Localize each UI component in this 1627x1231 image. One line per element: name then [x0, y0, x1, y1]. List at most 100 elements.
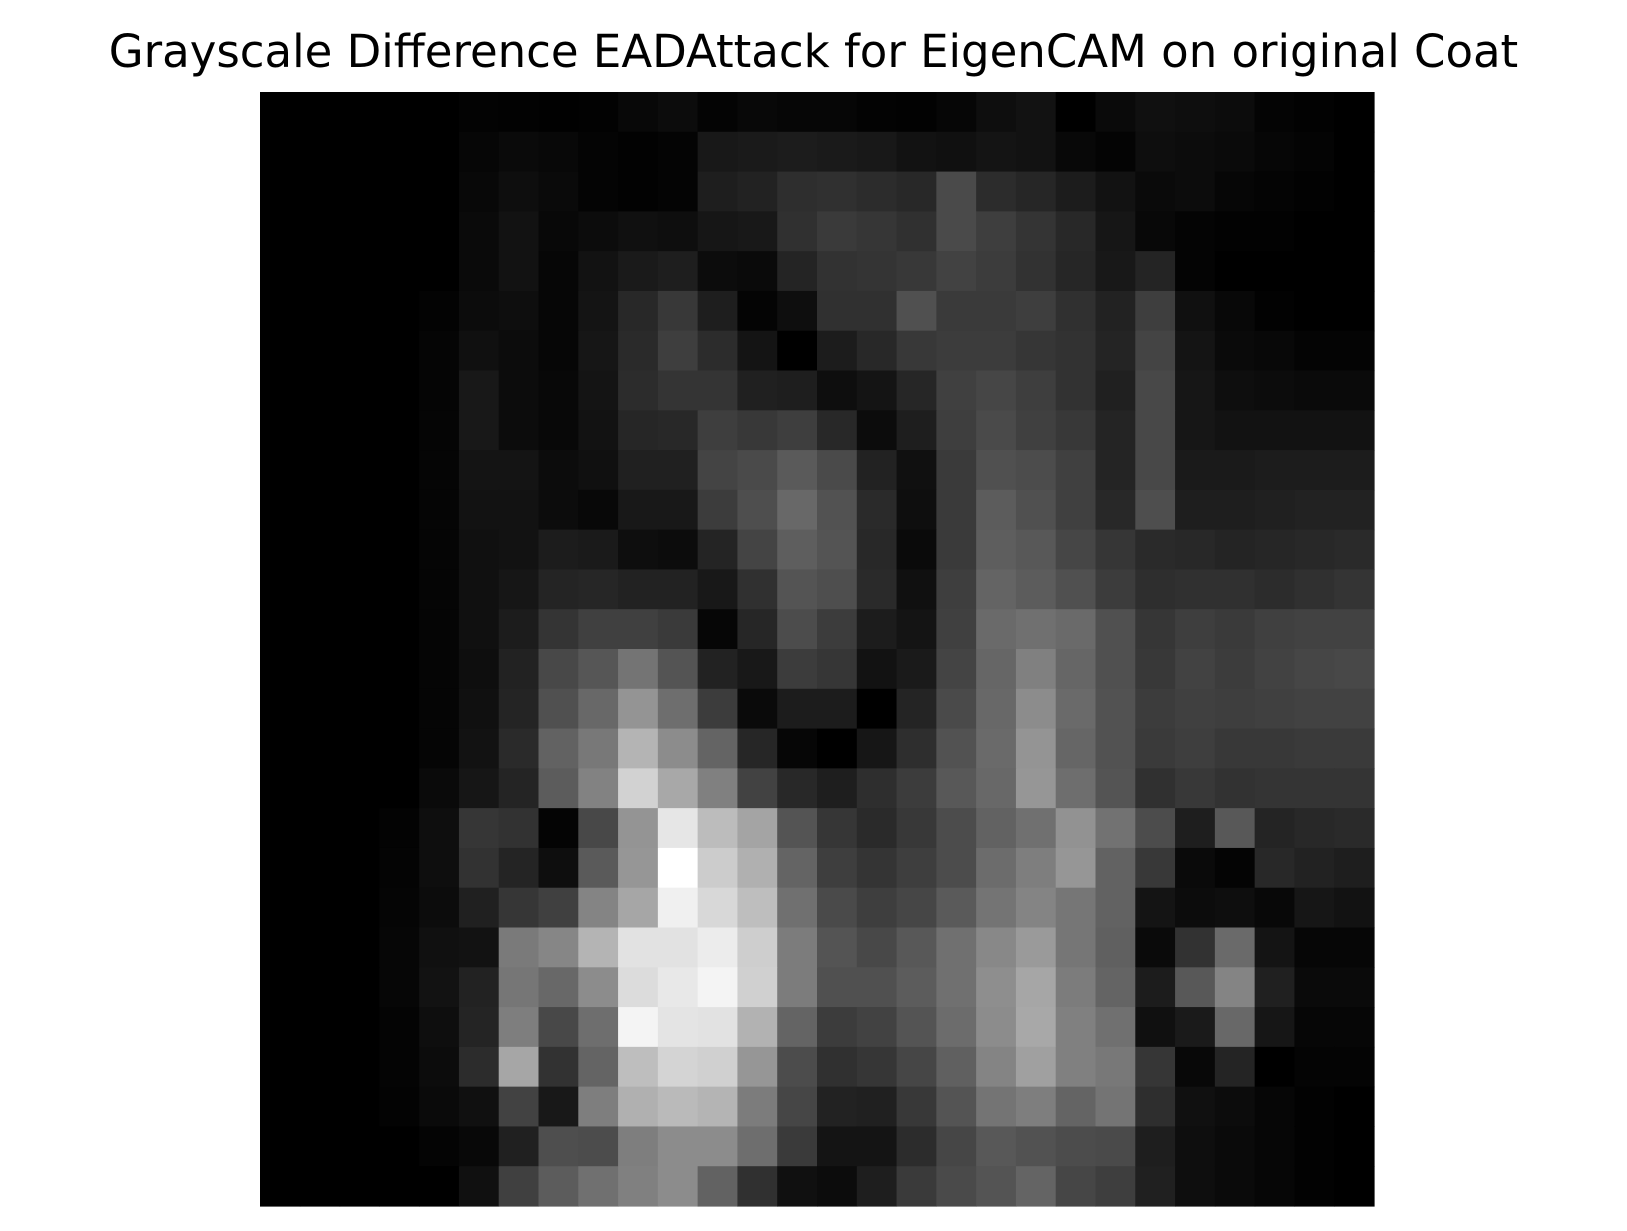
- heatmap-cell: [856, 1086, 898, 1128]
- heatmap-cell: [498, 967, 540, 1008]
- heatmap-cell: [1015, 728, 1057, 769]
- heatmap-cell: [1055, 92, 1097, 133]
- heatmap-cell: [737, 1126, 778, 1167]
- heatmap-cell: [379, 728, 420, 769]
- heatmap-cell: [896, 92, 937, 133]
- heatmap-cell: [777, 290, 818, 332]
- heatmap-cell: [936, 887, 977, 929]
- heatmap-cell: [578, 688, 619, 730]
- heatmap-cell: [299, 1086, 341, 1128]
- heatmap-cell: [299, 450, 341, 491]
- heatmap-cell: [260, 131, 301, 173]
- heatmap-cell: [976, 410, 1017, 451]
- heatmap-cell: [1294, 1086, 1335, 1128]
- heatmap-cell: [1214, 330, 1256, 372]
- heatmap-cell: [419, 171, 460, 212]
- heatmap-cell: [299, 1046, 341, 1088]
- heatmap-cell: [260, 529, 301, 571]
- heatmap-cell: [896, 410, 937, 451]
- heatmap-cell: [339, 1126, 380, 1167]
- heatmap-cell: [538, 887, 579, 929]
- heatmap-cell: [1214, 1166, 1256, 1207]
- heatmap-cell: [856, 171, 898, 212]
- heatmap-cell: [976, 290, 1017, 332]
- heatmap-cell: [419, 131, 460, 173]
- heatmap-cell: [1015, 1086, 1057, 1128]
- heatmap-cell: [1095, 489, 1136, 531]
- heatmap-cell: [1254, 529, 1296, 571]
- heatmap-cell: [936, 569, 977, 610]
- heatmap-cell: [856, 887, 898, 929]
- heatmap-cell: [697, 688, 739, 730]
- heatmap-cell: [1055, 171, 1097, 212]
- heatmap-cell: [1214, 927, 1256, 968]
- heatmap-cell: [697, 92, 739, 133]
- heatmap-cell: [1175, 1046, 1216, 1088]
- heatmap-cell: [817, 1086, 858, 1128]
- heatmap-cell: [697, 1166, 739, 1207]
- heatmap-cell: [1175, 290, 1216, 332]
- heatmap-cell: [299, 1126, 341, 1167]
- heatmap-cell: [578, 609, 619, 650]
- heatmap-cell: [379, 688, 420, 730]
- heatmap-cell: [260, 649, 301, 690]
- heatmap-cell: [1334, 489, 1375, 531]
- heatmap-cell: [817, 688, 858, 730]
- heatmap-cell: [936, 410, 977, 451]
- heatmap-cell: [299, 489, 341, 531]
- heatmap-cell: [458, 251, 500, 292]
- heatmap-cell: [1214, 1126, 1256, 1167]
- heatmap-cell: [1294, 131, 1335, 173]
- heatmap-cell: [458, 489, 500, 531]
- heatmap-cell: [538, 649, 579, 690]
- heatmap-cell: [299, 131, 341, 173]
- heatmap-cell: [1214, 688, 1256, 730]
- heatmap-cell: [538, 1126, 579, 1167]
- heatmap-cell: [817, 211, 858, 252]
- heatmap-cell: [1055, 688, 1097, 730]
- heatmap-cell: [657, 649, 699, 690]
- heatmap-cell: [697, 489, 739, 531]
- heatmap-cell: [1294, 967, 1335, 1008]
- heatmap-cell: [538, 489, 579, 531]
- heatmap-cell: [976, 1007, 1017, 1048]
- heatmap-cell: [697, 1086, 739, 1128]
- heatmap-cell: [657, 330, 699, 372]
- heatmap-cell: [538, 131, 579, 173]
- heatmap-cell: [339, 1007, 380, 1048]
- heatmap-cell: [260, 1007, 301, 1048]
- heatmap-cell: [1175, 1086, 1216, 1128]
- heatmap-cell: [299, 529, 341, 571]
- heatmap-cell: [260, 688, 301, 730]
- heatmap-cell: [299, 251, 341, 292]
- heatmap-cell: [618, 450, 659, 491]
- heatmap-cell: [817, 1046, 858, 1088]
- heatmap-cell: [458, 171, 500, 212]
- heatmap-cell: [697, 967, 739, 1008]
- heatmap-cell: [1055, 370, 1097, 411]
- heatmap-cell: [1135, 171, 1176, 212]
- heatmap-cell: [777, 211, 818, 252]
- heatmap-cell: [697, 1126, 739, 1167]
- heatmap-cell: [777, 1166, 818, 1207]
- heatmap-cell: [1254, 171, 1296, 212]
- heatmap-cell: [657, 688, 699, 730]
- heatmap-cell: [657, 92, 699, 133]
- heatmap-cell: [1254, 211, 1296, 252]
- heatmap-cell: [1294, 1007, 1335, 1048]
- heatmap-cell: [458, 529, 500, 571]
- heatmap-cell: [1334, 131, 1375, 173]
- heatmap-cell: [856, 847, 898, 889]
- heatmap-cell: [498, 489, 540, 531]
- heatmap-cell: [896, 609, 937, 650]
- heatmap-cell: [976, 92, 1017, 133]
- heatmap-cell: [1214, 569, 1256, 610]
- heatmap-cell: [1294, 450, 1335, 491]
- heatmap-cell: [697, 887, 739, 929]
- heatmap-cell: [856, 808, 898, 849]
- heatmap-cell: [538, 1166, 579, 1207]
- heatmap-cell: [936, 688, 977, 730]
- heatmap-cell: [339, 489, 380, 531]
- heatmap-cell: [856, 1166, 898, 1207]
- heatmap-cell: [419, 967, 460, 1008]
